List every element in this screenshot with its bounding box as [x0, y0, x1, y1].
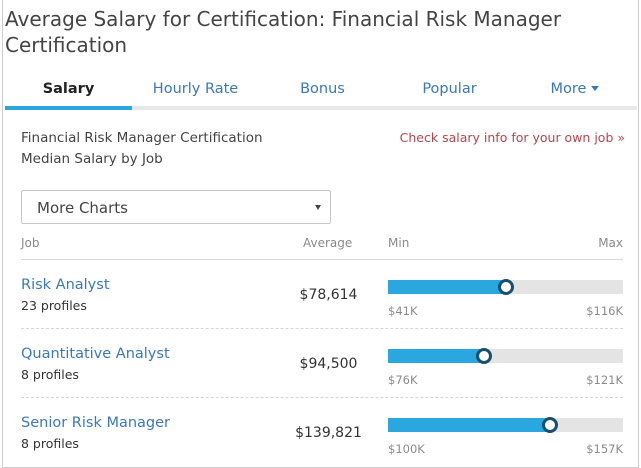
- salary-range-fill: [388, 349, 485, 363]
- job-profile-count: 23 profiles: [21, 298, 87, 313]
- range-max: $116K: [586, 304, 623, 318]
- average-salary: $139,821: [295, 425, 362, 441]
- tab-bonus-label: Bonus: [300, 81, 345, 97]
- tab-more[interactable]: More: [513, 72, 637, 110]
- chart-description: Median Salary by Job: [21, 151, 163, 167]
- range-min: $41K: [388, 304, 418, 318]
- header-min: Min: [388, 236, 410, 250]
- range-min: $76K: [388, 373, 418, 387]
- page-title: Average Salary for Certification: Financ…: [5, 7, 562, 57]
- job-title-link[interactable]: Senior Risk Manager: [21, 415, 171, 431]
- tab-popular[interactable]: Popular: [386, 72, 513, 110]
- tab-bar-underline: [5, 106, 637, 110]
- table-header: Job Average Min Max: [21, 234, 623, 260]
- certification-name: Financial Risk Manager Certification: [21, 130, 263, 146]
- tab-bar: Salary Hourly Rate Bonus Popular More: [5, 72, 637, 110]
- tab-hourly-rate[interactable]: Hourly Rate: [132, 72, 259, 110]
- job-title-link[interactable]: Risk Analyst: [21, 277, 110, 293]
- tab-popular-label: Popular: [422, 81, 477, 97]
- table-row: Senior Risk Manager 8 profiles $139,821 …: [21, 399, 623, 467]
- salary-range-bar: [388, 348, 623, 364]
- job-title-link[interactable]: Quantitative Analyst: [21, 346, 170, 362]
- tab-salary-label: Salary: [42, 81, 95, 97]
- tab-salary[interactable]: Salary: [5, 72, 132, 110]
- tab-more-label: More: [550, 81, 587, 97]
- chart-subtitle: Financial Risk Manager Certification Med…: [21, 128, 263, 170]
- average-salary: $94,500: [299, 356, 358, 372]
- salary-range-fill: [388, 280, 506, 294]
- table-row: Quantitative Analyst 8 profiles $94,500 …: [21, 330, 623, 398]
- average-salary: $78,614: [299, 287, 358, 303]
- average-marker: [476, 348, 493, 364]
- average-marker: [542, 417, 559, 433]
- more-charts-select-value: More Charts: [37, 199, 128, 217]
- range-min: $100K: [388, 442, 425, 456]
- job-profile-count: 8 profiles: [21, 367, 79, 382]
- job-profile-count: 8 profiles: [21, 436, 79, 451]
- check-own-salary-link[interactable]: Check salary info for your own job »: [399, 130, 625, 145]
- salary-range-fill: [388, 418, 551, 432]
- header-job: Job: [21, 236, 40, 250]
- caret-down-icon: [591, 85, 600, 91]
- salary-range-bar: [388, 417, 623, 433]
- range-max: $121K: [586, 373, 623, 387]
- average-marker: [497, 279, 514, 295]
- header-max: Max: [598, 236, 623, 250]
- tab-bonus[interactable]: Bonus: [259, 72, 386, 110]
- header-average: Average: [303, 236, 353, 250]
- dropdown-arrow-icon: [315, 205, 321, 210]
- salary-range-bar: [388, 279, 623, 295]
- tab-hourly-rate-label: Hourly Rate: [152, 81, 239, 97]
- more-charts-select[interactable]: More Charts: [21, 190, 331, 224]
- range-max: $157K: [586, 442, 623, 456]
- table-row: Risk Analyst 23 profiles $78,614 $41K $1…: [21, 261, 623, 329]
